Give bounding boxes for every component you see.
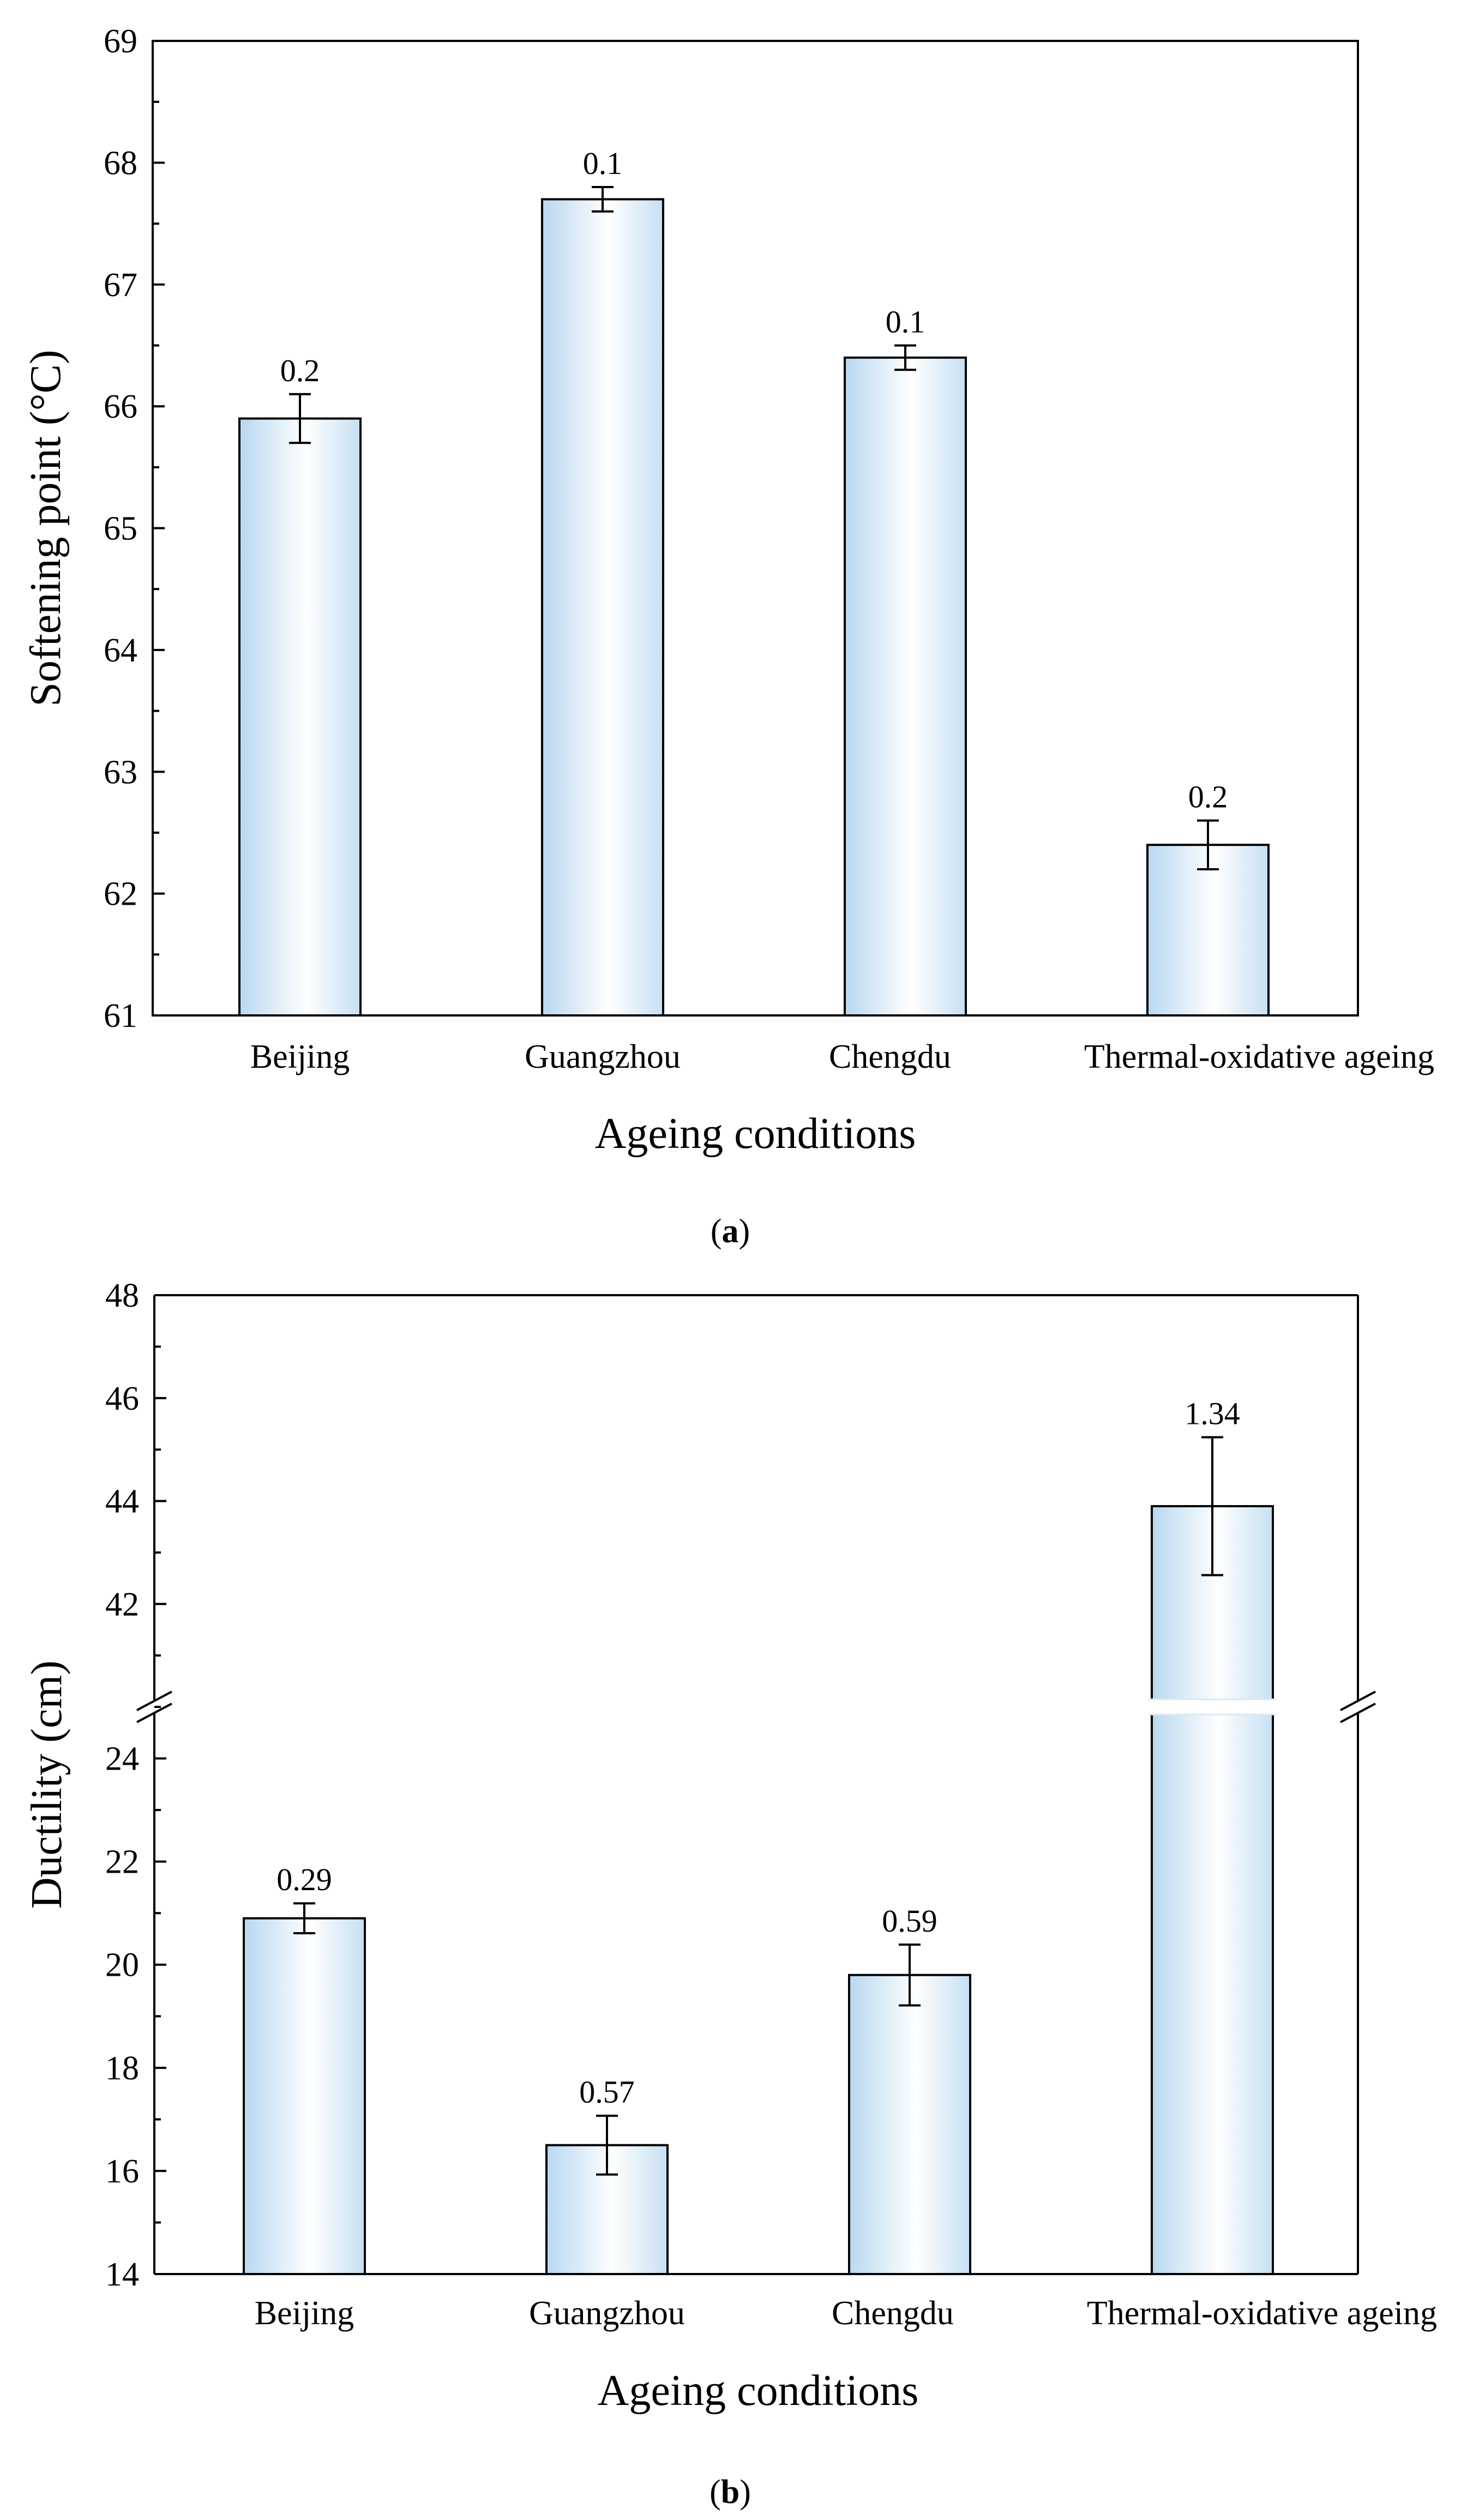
y-axis-title: Ductility (cm) — [23, 1661, 71, 1909]
x-category-label: Guangzhou — [529, 2295, 685, 2332]
chart-panel-b: 14 16 18 20 22 24 42 44 46 48 0.29 0.57 0.59 1.34 Beij… — [23, 1277, 1437, 2511]
bar — [1151, 1505, 1274, 2275]
error-value-label: 0.57 — [579, 2074, 635, 2110]
bar — [545, 2144, 669, 2276]
x-category-label: Thermal-oxidative ageing — [1084, 1038, 1434, 1075]
error-value-label: 0.2 — [1188, 779, 1228, 815]
y-tick-label: 20 — [105, 1947, 139, 1984]
y-tick-label: 61 — [104, 997, 137, 1035]
x-category-label: Chengdu — [832, 2295, 954, 2332]
y-tick-label: 48 — [105, 1277, 139, 1314]
bar — [541, 198, 664, 1017]
bar — [844, 356, 967, 1017]
caption-letter: a — [722, 1213, 739, 1250]
x-category-label: Chengdu — [829, 1038, 951, 1075]
axis-break-mark — [136, 1691, 172, 1711]
chart-panel-a: 61 62 63 64 65 66 67 68 69 0.2 0.1 0.1 0.2 Beijing Gua… — [22, 23, 1434, 1250]
y-tick-label: 67 — [104, 267, 137, 304]
caption-paren: ( — [711, 1213, 722, 1250]
axis-break-mark — [1340, 1691, 1376, 1711]
x-category-label: Guangzhou — [525, 1038, 681, 1075]
error-value-label: 0.29 — [276, 1862, 332, 1897]
x-category-label: Beijing — [255, 2295, 354, 2332]
caption-paren: ) — [739, 2474, 751, 2511]
x-category-label: Beijing — [250, 1038, 350, 1075]
bar — [243, 1917, 366, 2276]
y-tick-label: 66 — [104, 388, 137, 425]
x-axis-title: Ageing conditions — [598, 2367, 919, 2415]
y-tick-label: 22 — [105, 1844, 139, 1881]
y-tick-label: 44 — [105, 1483, 139, 1520]
y-tick-label: 65 — [104, 510, 137, 548]
error-value-label: 0.2 — [280, 353, 320, 388]
x-axis-title: Ageing conditions — [595, 1110, 916, 1158]
y-tick-label: 64 — [104, 632, 137, 669]
axis-break-mark — [136, 1703, 172, 1723]
caption-paren: ( — [710, 2474, 721, 2511]
caption-letter: b — [721, 2474, 739, 2511]
bar — [848, 1974, 971, 2276]
caption-b: (b) — [710, 2474, 751, 2511]
error-value-label: 1.34 — [1185, 1396, 1240, 1431]
x-category-label: Thermal-oxidative ageing — [1087, 2295, 1437, 2332]
y-axis-title: Softening point (°C) — [22, 350, 70, 706]
y-tick-label: 62 — [104, 876, 137, 913]
bar — [238, 417, 362, 1017]
caption-paren: ) — [739, 1213, 750, 1250]
bar-break-gap — [1149, 1699, 1276, 1715]
y-tick-label: 69 — [104, 23, 137, 60]
y-tick-label: 18 — [105, 2050, 139, 2087]
caption-a: (a) — [711, 1213, 750, 1250]
y-tick-label: 46 — [105, 1380, 139, 1417]
axis-break-mark — [1340, 1703, 1376, 1723]
y-tick-label: 24 — [105, 1741, 139, 1778]
error-value-label: 0.1 — [583, 146, 623, 181]
error-value-label: 0.59 — [882, 1903, 937, 1939]
y-tick-label: 68 — [104, 145, 137, 182]
y-tick-label: 42 — [105, 1586, 139, 1623]
bar — [1146, 844, 1270, 1017]
y-tick-label: 14 — [105, 2256, 139, 2293]
y-tick-label: 16 — [105, 2153, 139, 2190]
error-value-label: 0.1 — [886, 304, 925, 339]
y-tick-label: 63 — [104, 754, 137, 791]
